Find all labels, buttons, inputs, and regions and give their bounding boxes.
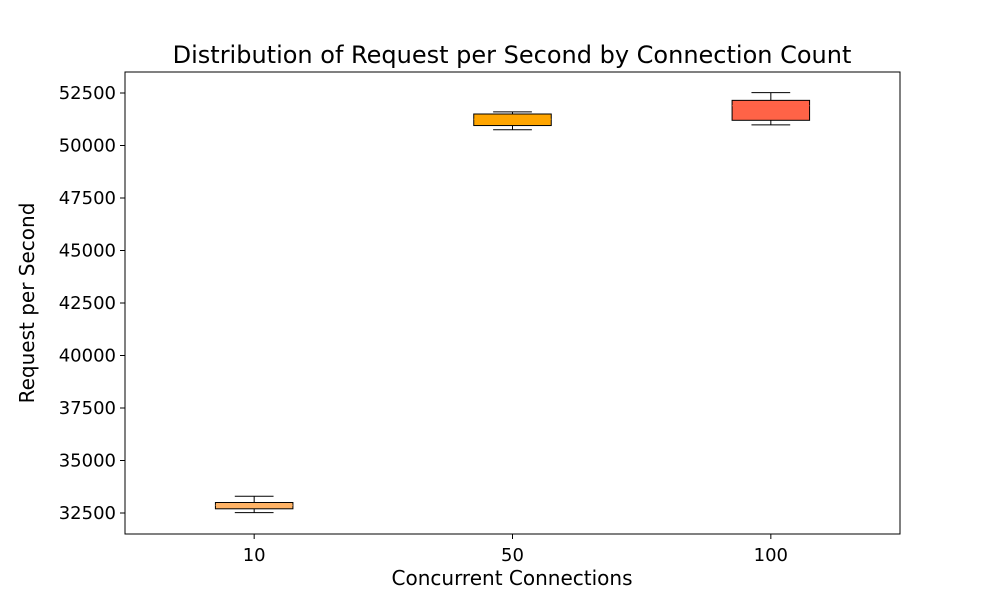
plot-area [124,71,901,535]
box [731,99,811,121]
y-axis: 32500 35000 37500 40000 42500 45000 47500 50000… [59,83,125,524]
box-group-50 [473,111,552,131]
y-tick-label: 47500 [59,188,116,209]
box-group-100 [731,92,811,126]
x-tick-label: 100 [754,545,788,566]
x-tick-label: 10 [243,545,266,566]
y-tick-label: 40000 [59,346,116,367]
boxes-layer [214,92,811,514]
y-tick-label: 45000 [59,241,116,262]
y-tick-label: 32500 [59,503,116,524]
y-tick-label: 52500 [59,83,116,104]
y-tick-label: 50000 [59,136,116,157]
box-group-10 [214,495,294,514]
x-axis-label: Concurrent Connections [392,566,633,590]
y-axis-label: Request per Second [15,203,39,404]
chart-title: Distribution of Request per Second by Co… [173,41,852,69]
y-tick-label: 35000 [59,451,116,472]
y-tick-label: 37500 [59,398,116,419]
y-tick-label: 42500 [59,293,116,314]
x-axis: 10 50 100 [243,534,788,566]
x-tick-label: 50 [501,545,524,566]
